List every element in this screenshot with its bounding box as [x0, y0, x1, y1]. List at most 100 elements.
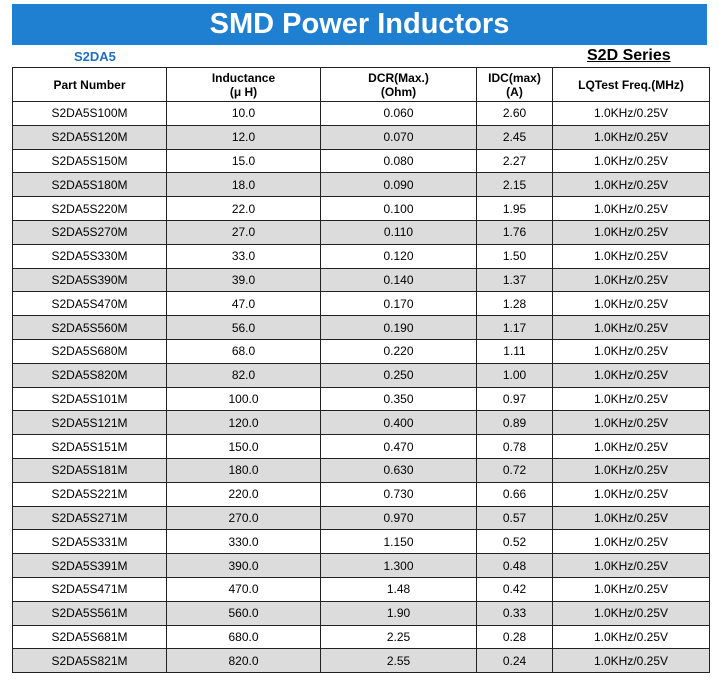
table-row: S2DA5S560M 56.0 0.190 1.17 1.0KHz/0.25V [12, 315, 710, 340]
cell-test-freq: 1.0KHz/0.25V [552, 505, 710, 531]
cell-part-number: S2DA5S391M [12, 553, 167, 578]
cell-inductance: 270.0 [166, 505, 321, 531]
cell-dcr: 0.190 [320, 315, 477, 340]
table-row: S2DA5S221M 220.0 0.730 0.66 1.0KHz/0.25V [12, 481, 710, 507]
cell-inductance: 120.0 [166, 410, 321, 436]
cell-test-freq: 1.0KHz/0.25V [552, 172, 710, 198]
table-row: S2DA5S331M 330.0 1.150 0.52 1.0KHz/0.25V [12, 529, 710, 555]
cell-idc: 0.24 [476, 648, 553, 674]
cell-dcr: 1.300 [320, 553, 477, 578]
cell-part-number: S2DA5S180M [12, 172, 167, 198]
header-test-freq: LQTest Freq.(MHz) [552, 67, 710, 102]
cell-part-number: S2DA5S681M [12, 624, 167, 650]
cell-inductance: 33.0 [166, 243, 321, 269]
cell-inductance: 820.0 [166, 648, 321, 674]
header-label: IDC(max) [488, 70, 541, 85]
cell-idc: 0.57 [476, 505, 553, 531]
table-row: S2DA5S330M 33.0 0.120 1.50 1.0KHz/0.25V [12, 243, 710, 269]
cell-inductance: 56.0 [166, 315, 321, 340]
cell-dcr: 0.100 [320, 196, 477, 221]
cell-inductance: 150.0 [166, 434, 321, 459]
cell-test-freq: 1.0KHz/0.25V [552, 481, 710, 507]
cell-inductance: 220.0 [166, 481, 321, 507]
cell-test-freq: 1.0KHz/0.25V [552, 362, 710, 388]
cell-part-number: S2DA5S821M [12, 648, 167, 674]
table-row: S2DA5S561M 560.0 1.90 0.33 1.0KHz/0.25V [12, 600, 710, 626]
cell-idc: 0.89 [476, 410, 553, 436]
cell-inductance: 82.0 [166, 362, 321, 388]
cell-dcr: 0.170 [320, 291, 477, 317]
cell-dcr: 0.630 [320, 457, 477, 483]
cell-dcr: 0.060 [320, 101, 477, 126]
model-label: S2DA5 [74, 49, 116, 64]
cell-idc: 2.45 [476, 124, 553, 150]
cell-idc: 2.15 [476, 172, 553, 198]
header-label: LQTest Freq.(MHz) [578, 77, 684, 92]
cell-dcr: 0.470 [320, 434, 477, 459]
cell-test-freq: 1.0KHz/0.25V [552, 386, 710, 412]
table-header-row: Part Number Inductance (μ H) DCR(Max.) (… [12, 67, 710, 102]
cell-part-number: S2DA5S181M [12, 457, 167, 483]
table-row: S2DA5S101M 100.0 0.350 0.97 1.0KHz/0.25V [12, 386, 710, 412]
table-row: S2DA5S150M 15.0 0.080 2.27 1.0KHz/0.25V [12, 148, 710, 174]
cell-test-freq: 1.0KHz/0.25V [552, 101, 710, 126]
cell-inductance: 12.0 [166, 124, 321, 150]
cell-inductance: 390.0 [166, 553, 321, 578]
cell-inductance: 15.0 [166, 148, 321, 174]
cell-idc: 1.00 [476, 362, 553, 388]
cell-part-number: S2DA5S471M [12, 576, 167, 602]
table-row: S2DA5S181M 180.0 0.630 0.72 1.0KHz/0.25V [12, 457, 710, 483]
cell-dcr: 0.080 [320, 148, 477, 174]
cell-part-number: S2DA5S151M [12, 434, 167, 459]
cell-dcr: 0.250 [320, 362, 477, 388]
cell-part-number: S2DA5S221M [12, 481, 167, 507]
cell-dcr: 1.90 [320, 600, 477, 626]
cell-idc: 1.76 [476, 219, 553, 245]
cell-dcr: 2.55 [320, 648, 477, 674]
cell-inductance: 470.0 [166, 576, 321, 602]
cell-idc: 2.27 [476, 148, 553, 174]
header-unit: (μ H) [229, 84, 258, 99]
page-title: SMD Power Inductors [12, 4, 707, 45]
table-row: S2DA5S180M 18.0 0.090 2.15 1.0KHz/0.25V [12, 172, 710, 198]
cell-part-number: S2DA5S820M [12, 362, 167, 388]
table-row: S2DA5S680M 68.0 0.220 1.11 1.0KHz/0.25V [12, 338, 710, 364]
cell-part-number: S2DA5S100M [12, 101, 167, 126]
cell-part-number: S2DA5S121M [12, 410, 167, 436]
cell-part-number: S2DA5S331M [12, 529, 167, 555]
cell-test-freq: 1.0KHz/0.25V [552, 648, 710, 674]
header-part-number: Part Number [12, 67, 167, 102]
cell-idc: 1.17 [476, 315, 553, 340]
cell-dcr: 0.140 [320, 267, 477, 293]
cell-part-number: S2DA5S561M [12, 600, 167, 626]
header-unit: (Ohm) [380, 84, 417, 99]
cell-idc: 1.28 [476, 291, 553, 317]
header-dcr: DCR(Max.) (Ohm) [320, 67, 477, 102]
table-row: S2DA5S391M 390.0 1.300 0.48 1.0KHz/0.25V [12, 553, 710, 578]
table-row: S2DA5S681M 680.0 2.25 0.28 1.0KHz/0.25V [12, 624, 710, 650]
table-row: S2DA5S821M 820.0 2.55 0.24 1.0KHz/0.25V [12, 648, 710, 674]
cell-test-freq: 1.0KHz/0.25V [552, 600, 710, 626]
cell-inductance: 330.0 [166, 529, 321, 555]
cell-idc: 1.95 [476, 196, 553, 221]
cell-idc: 0.66 [476, 481, 553, 507]
table-row: S2DA5S820M 82.0 0.250 1.00 1.0KHz/0.25V [12, 362, 710, 388]
cell-test-freq: 1.0KHz/0.25V [552, 267, 710, 293]
header-inductance: Inductance (μ H) [166, 67, 321, 102]
cell-test-freq: 1.0KHz/0.25V [552, 148, 710, 174]
cell-idc: 0.42 [476, 576, 553, 602]
cell-test-freq: 1.0KHz/0.25V [552, 291, 710, 317]
cell-part-number: S2DA5S270M [12, 219, 167, 245]
cell-test-freq: 1.0KHz/0.25V [552, 243, 710, 269]
cell-idc: 0.48 [476, 553, 553, 578]
cell-inductance: 27.0 [166, 219, 321, 245]
cell-inductance: 560.0 [166, 600, 321, 626]
cell-part-number: S2DA5S120M [12, 124, 167, 150]
cell-part-number: S2DA5S390M [12, 267, 167, 293]
header-label: Part Number [53, 77, 126, 92]
cell-inductance: 47.0 [166, 291, 321, 317]
header-label: Inductance [211, 70, 276, 85]
cell-idc: 1.11 [476, 338, 553, 364]
cell-idc: 1.37 [476, 267, 553, 293]
cell-dcr: 2.25 [320, 624, 477, 650]
